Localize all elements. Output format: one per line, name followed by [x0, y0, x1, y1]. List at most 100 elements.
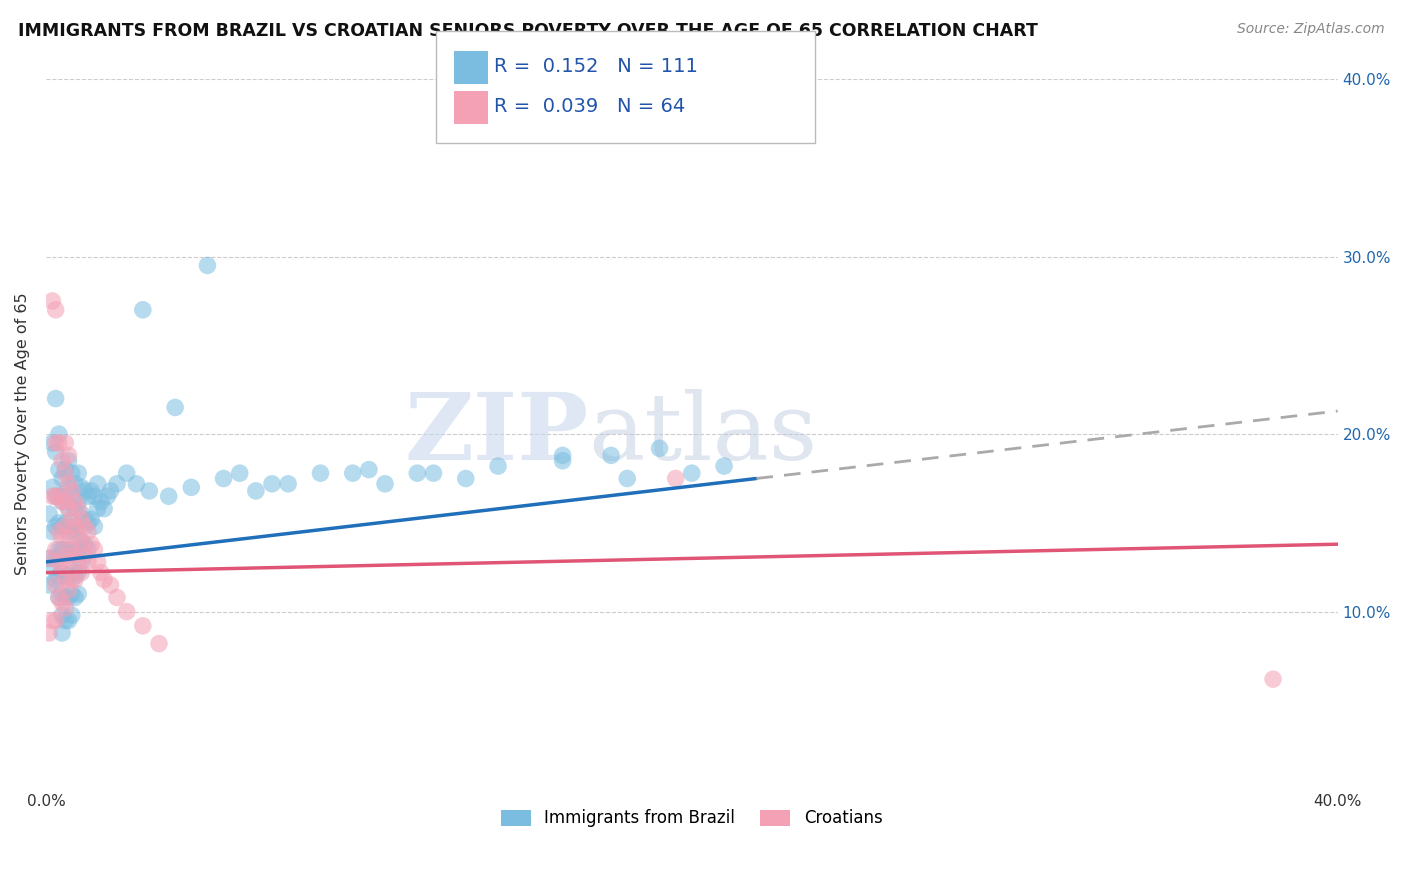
- Point: [1261, 672, 1284, 686]
- Point: [77, 555, 100, 569]
- Point: [53, 614, 76, 628]
- Point: [63, 494, 86, 508]
- Point: [67, 542, 90, 557]
- Point: [51, 587, 73, 601]
- Point: [105, 591, 128, 605]
- Point: [80, 483, 103, 498]
- Point: [48, 436, 70, 450]
- Point: [148, 637, 170, 651]
- Point: [48, 542, 70, 557]
- Point: [51, 596, 73, 610]
- Point: [309, 466, 332, 480]
- Point: [83, 542, 105, 557]
- Point: [60, 542, 83, 557]
- Point: [70, 566, 93, 580]
- Point: [132, 302, 155, 317]
- Point: [38, 551, 60, 566]
- Point: [486, 458, 509, 473]
- Point: [100, 483, 122, 498]
- Point: [67, 566, 90, 580]
- Point: [53, 519, 76, 533]
- Point: [58, 555, 80, 569]
- Point: [48, 569, 70, 583]
- Point: [67, 466, 90, 480]
- Point: [115, 466, 138, 480]
- Point: [73, 483, 96, 498]
- Point: [96, 489, 118, 503]
- Point: [551, 454, 574, 468]
- Point: [63, 569, 86, 583]
- Point: [422, 466, 444, 480]
- Point: [357, 462, 380, 476]
- Point: [138, 483, 160, 498]
- Point: [63, 501, 86, 516]
- Point: [77, 489, 100, 503]
- Point: [105, 476, 128, 491]
- Point: [713, 458, 735, 473]
- Point: [58, 583, 80, 598]
- Point: [58, 480, 80, 494]
- Point: [600, 449, 623, 463]
- Point: [45, 489, 67, 503]
- Point: [197, 259, 219, 273]
- Point: [51, 530, 73, 544]
- Point: [58, 476, 80, 491]
- Point: [125, 476, 148, 491]
- Point: [67, 587, 90, 601]
- Point: [48, 555, 70, 569]
- Point: [38, 551, 60, 566]
- Point: [342, 466, 364, 480]
- Point: [70, 512, 93, 526]
- Point: [60, 483, 83, 498]
- Point: [48, 489, 70, 503]
- Point: [67, 494, 90, 508]
- Point: [45, 542, 67, 557]
- Point: [58, 591, 80, 605]
- Point: [53, 462, 76, 476]
- Point: [648, 442, 671, 456]
- Point: [86, 501, 108, 516]
- Point: [67, 530, 90, 544]
- Point: [58, 501, 80, 516]
- Point: [70, 555, 93, 569]
- Point: [41, 614, 63, 628]
- Point: [38, 626, 60, 640]
- Text: ZIP: ZIP: [404, 389, 589, 479]
- Point: [60, 587, 83, 601]
- Point: [45, 578, 67, 592]
- Point: [63, 524, 86, 539]
- Point: [63, 548, 86, 562]
- Point: [45, 573, 67, 587]
- Y-axis label: Seniors Poverty Over the Age of 65: Seniors Poverty Over the Age of 65: [15, 293, 30, 575]
- Text: R =  0.152   N = 111: R = 0.152 N = 111: [494, 56, 697, 76]
- Point: [73, 548, 96, 562]
- Point: [63, 573, 86, 587]
- Point: [115, 605, 138, 619]
- Point: [70, 507, 93, 521]
- Point: [51, 494, 73, 508]
- Text: Source: ZipAtlas.com: Source: ZipAtlas.com: [1237, 22, 1385, 37]
- Point: [53, 591, 76, 605]
- Point: [45, 445, 67, 459]
- Point: [180, 480, 202, 494]
- Point: [41, 524, 63, 539]
- Point: [53, 466, 76, 480]
- Point: [80, 537, 103, 551]
- Point: [70, 537, 93, 551]
- Point: [70, 533, 93, 548]
- Point: [406, 466, 429, 480]
- Point: [41, 480, 63, 494]
- Point: [53, 542, 76, 557]
- Point: [53, 569, 76, 583]
- Point: [454, 471, 477, 485]
- Point: [83, 489, 105, 503]
- Text: IMMIGRANTS FROM BRAZIL VS CROATIAN SENIORS POVERTY OVER THE AGE OF 65 CORRELATIO: IMMIGRANTS FROM BRAZIL VS CROATIAN SENIO…: [18, 22, 1038, 40]
- Point: [58, 524, 80, 539]
- Point: [48, 489, 70, 503]
- Point: [45, 392, 67, 406]
- Point: [41, 293, 63, 308]
- Point: [93, 573, 115, 587]
- Point: [86, 555, 108, 569]
- Point: [165, 401, 187, 415]
- Point: [51, 560, 73, 574]
